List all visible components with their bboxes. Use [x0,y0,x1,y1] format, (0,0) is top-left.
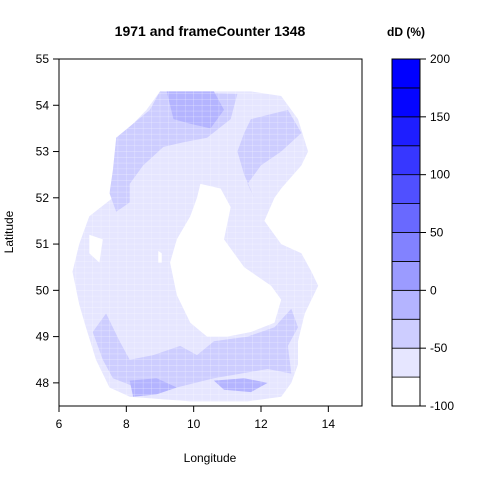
y-tick-label: 51 [36,237,50,251]
contour-region-9 [158,251,162,263]
contour-region-5 [129,378,177,397]
colorbar-axis: -100 -50 0 50 100 150 200 [420,52,454,413]
colorbar-swatch [391,289,421,320]
y-tick-label: 55 [36,52,50,66]
x-tick-label: 6 [56,417,63,431]
colorbar [391,58,421,407]
y-tick-label: 52 [36,191,50,205]
x-tick-label: 12 [254,417,268,431]
x-tick-label: 10 [187,417,201,431]
colorbar-tick-label: 200 [430,52,450,66]
y-tick-label: 48 [36,376,50,390]
colorbar-tick-label: -100 [430,399,454,413]
chart-title: 1971 and frameCounter 1348 [115,23,306,39]
colorbar-tick-label: 100 [430,168,450,182]
x-tick-label: 8 [123,417,130,431]
y-tick-label: 49 [36,330,50,344]
colorbar-swatch [391,232,421,262]
y-tick-label: 54 [36,98,50,112]
colorbar-swatch [391,87,421,118]
y-tick-label: 53 [36,145,50,159]
colorbar-swatch [391,174,421,204]
contour-region-8 [89,234,103,263]
colorbar-swatch [391,145,421,176]
colorbar-swatch [391,116,421,147]
y-axis-label: Latitude [2,210,16,253]
y-tick-label: 50 [36,283,50,297]
colorbar-swatch [391,203,421,233]
contour-region-4 [166,91,224,129]
colorbar-swatch [391,58,421,89]
contour-region-7 [170,183,282,337]
colorbar-tick-label: 150 [430,110,450,124]
x-tick-label: 14 [322,417,336,431]
y-axis: 48 49 50 51 52 53 54 55 [36,52,59,390]
colorbar-swatch [391,347,421,378]
colorbar-tick-label: 0 [430,283,437,297]
colorbar-tick-label: -50 [430,341,448,355]
grid-lines [59,59,362,406]
contour-region-2 [237,109,302,198]
colorbar-tick-label: 50 [430,226,444,240]
x-axis-label: Longitude [184,451,237,465]
x-axis: 6 8 10 12 14 [56,406,336,431]
colorbar-swatch [391,376,421,407]
contour-region-6 [213,378,268,393]
plot-frame [58,58,363,407]
colorbar-swatch [391,318,421,349]
contour-region-3 [92,308,298,388]
colorbar-title: dD (%) [387,25,425,39]
contour-regions [72,91,319,402]
colorbar-swatch [391,261,421,291]
